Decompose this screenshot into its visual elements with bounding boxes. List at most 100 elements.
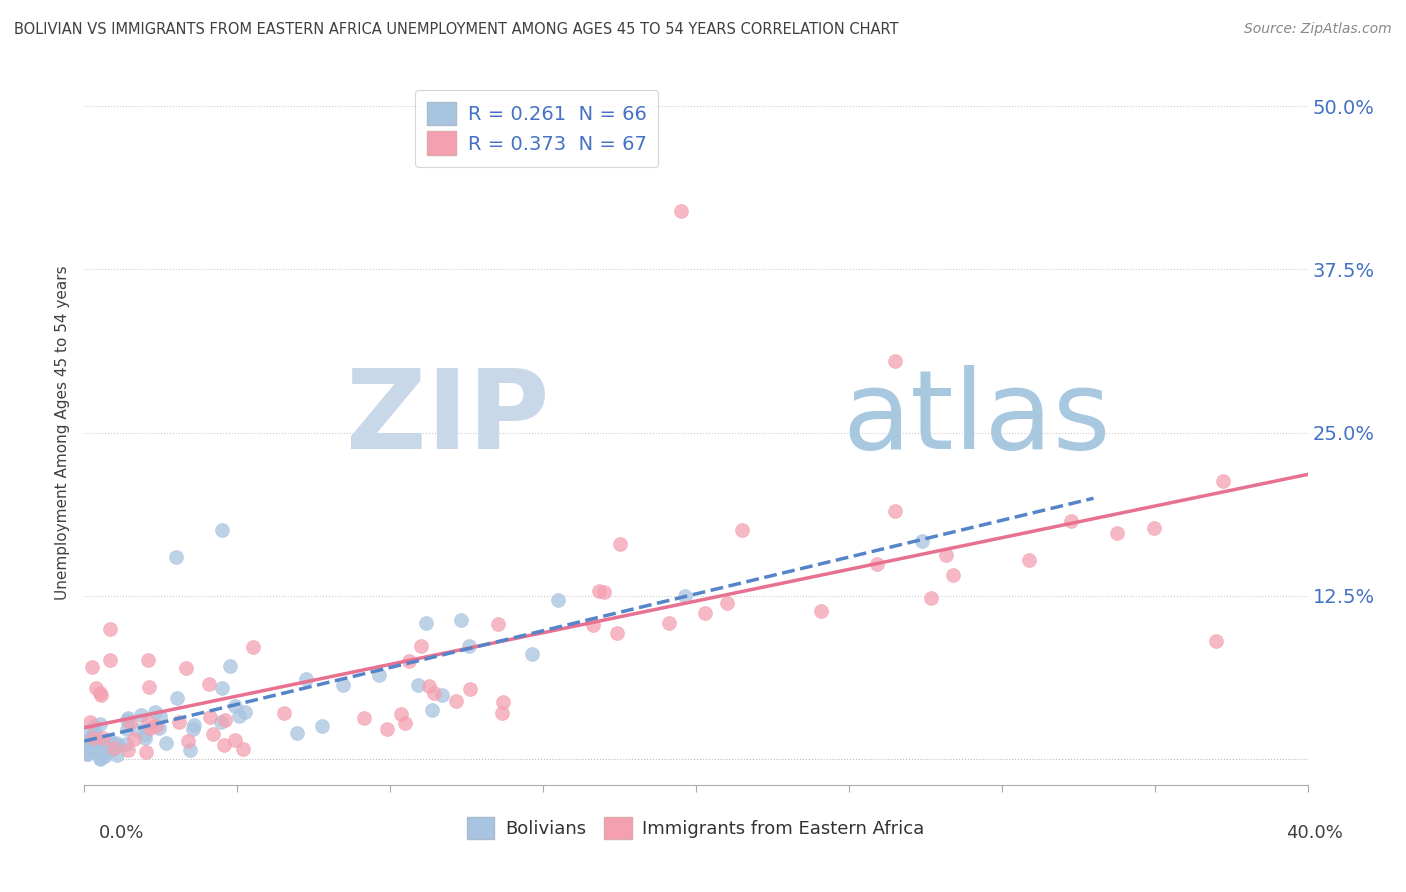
Point: [76, 734, 98, 748]
Point: [214, 713, 236, 727]
Point: [94, 746, 117, 760]
Point: [165, 549, 187, 564]
Point: [231, 742, 253, 756]
Point: [1212, 474, 1234, 488]
Point: [673, 589, 696, 603]
Point: [76, 747, 98, 761]
Point: [103, 741, 125, 756]
Point: [145, 719, 167, 733]
Point: [582, 618, 605, 632]
Point: [332, 678, 354, 692]
Point: [219, 658, 242, 673]
Point: [409, 639, 432, 653]
Point: [935, 549, 957, 563]
Point: [90, 736, 112, 750]
Point: [84, 743, 107, 757]
Point: [117, 711, 139, 725]
Point: [90, 688, 112, 702]
Point: [920, 591, 942, 606]
Point: [418, 679, 440, 693]
Point: [1143, 521, 1166, 535]
Point: [174, 661, 197, 675]
Point: [89, 751, 111, 765]
Point: [148, 722, 170, 736]
Point: [224, 698, 246, 713]
Point: [114, 738, 136, 752]
Point: [228, 709, 250, 723]
Point: [520, 648, 543, 662]
Point: [98, 622, 121, 636]
Point: [430, 689, 453, 703]
Point: [910, 533, 932, 548]
Point: [179, 742, 201, 756]
Point: [143, 706, 166, 720]
Point: [593, 584, 616, 599]
Point: [136, 715, 159, 730]
Point: [1205, 634, 1227, 648]
Point: [609, 536, 631, 550]
Point: [104, 736, 127, 750]
Legend: Bolivians, Immigrants from Eastern Africa: Bolivians, Immigrants from Eastern Afric…: [460, 810, 932, 847]
Point: [420, 703, 443, 717]
Point: [242, 640, 264, 655]
Point: [486, 617, 509, 632]
Point: [117, 723, 139, 737]
Point: [810, 604, 832, 618]
Point: [866, 557, 889, 571]
Point: [80, 659, 103, 673]
Point: [492, 695, 515, 709]
Point: [129, 707, 152, 722]
Point: [588, 584, 610, 599]
Point: [98, 734, 121, 748]
Point: [135, 745, 157, 759]
Point: [731, 524, 754, 538]
Point: [398, 654, 420, 668]
Point: [368, 668, 391, 682]
Point: [491, 706, 513, 721]
Point: [84, 681, 107, 695]
Point: [149, 708, 172, 723]
Point: [75, 742, 97, 756]
Point: [669, 203, 692, 218]
Text: 40.0%: 40.0%: [1286, 824, 1343, 842]
Point: [100, 735, 122, 749]
Text: BOLIVIAN VS IMMIGRANTS FROM EASTERN AFRICA UNEMPLOYMENT AMONG AGES 45 TO 54 YEAR: BOLIVIAN VS IMMIGRANTS FROM EASTERN AFRI…: [14, 22, 898, 37]
Point: [415, 616, 437, 631]
Point: [122, 731, 145, 746]
Point: [198, 677, 221, 691]
Point: [82, 731, 104, 746]
Point: [375, 722, 398, 736]
Point: [75, 727, 97, 741]
Point: [458, 639, 481, 653]
Point: [285, 725, 308, 739]
Point: [87, 738, 110, 752]
Point: [91, 731, 114, 745]
Text: Source: ZipAtlas.com: Source: ZipAtlas.com: [1244, 22, 1392, 37]
Point: [294, 672, 316, 686]
Point: [394, 715, 416, 730]
Point: [107, 748, 129, 763]
Point: [127, 723, 149, 737]
Point: [942, 568, 965, 582]
Point: [79, 715, 101, 730]
Point: [98, 653, 121, 667]
Point: [183, 718, 205, 732]
Point: [693, 606, 716, 620]
Point: [353, 711, 375, 725]
Point: [606, 626, 628, 640]
Text: 0.0%: 0.0%: [98, 824, 143, 842]
Text: ZIP: ZIP: [346, 365, 550, 472]
Point: [80, 738, 103, 752]
Point: [83, 731, 105, 745]
Point: [82, 729, 104, 743]
Point: [224, 732, 246, 747]
Point: [117, 743, 139, 757]
Point: [198, 710, 221, 724]
Point: [120, 716, 142, 731]
Point: [89, 686, 111, 700]
Point: [547, 593, 569, 607]
Point: [101, 743, 124, 757]
Point: [1018, 552, 1040, 566]
Point: [273, 706, 295, 720]
Y-axis label: Unemployment Among Ages 45 to 54 years: Unemployment Among Ages 45 to 54 years: [55, 265, 70, 600]
